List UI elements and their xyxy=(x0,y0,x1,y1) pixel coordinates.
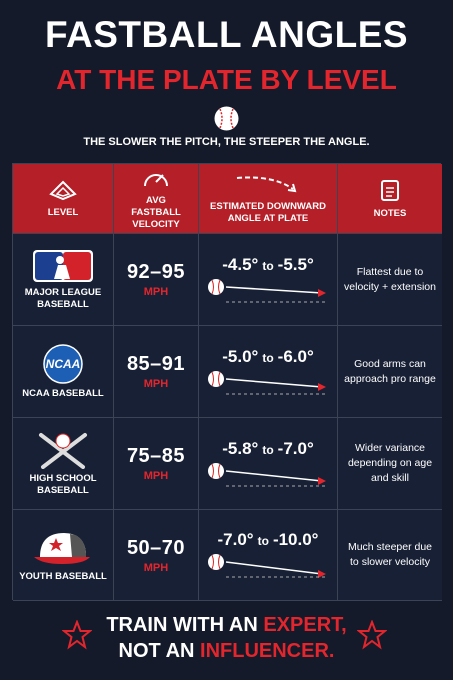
angle-to: -6.0° xyxy=(277,346,314,366)
footer-highlight: INFLUENCER. xyxy=(200,640,335,662)
velocity-cell: 50–70 MPH xyxy=(114,510,199,601)
footer-text: TRAIN WITH AN xyxy=(106,614,264,636)
angle-separator: to xyxy=(262,258,274,273)
velocity: 85–91 xyxy=(126,353,186,375)
angle-from: -7.0° xyxy=(217,530,254,549)
angle-cell: -5.8° to -7.0° xyxy=(199,418,338,510)
level-cell: HIGH SCHOOL BASEBALL xyxy=(13,418,114,510)
title: FASTBALL ANGLES xyxy=(44,14,409,55)
pitch-diagram xyxy=(208,278,326,302)
angle-from: -5.8° xyxy=(222,438,259,458)
level-cell: YOUTH BASEBALL xyxy=(13,510,114,601)
velocity-cell: 75–85 MPH xyxy=(114,418,199,510)
velocity-cell: 85–91 MPH xyxy=(114,326,199,418)
column-header: NOTES xyxy=(338,164,442,234)
unit: MPH xyxy=(143,378,169,390)
column-header: AVG FASTBALL VELOCITY xyxy=(114,164,199,234)
unit: MPH xyxy=(143,561,169,574)
angle-cell: -4.5° to -5.5° xyxy=(199,234,338,326)
unit: MPH xyxy=(143,286,169,298)
column-label: NOTES xyxy=(373,207,407,219)
baseball-icon xyxy=(214,106,239,131)
angle-from: -4.5° xyxy=(222,254,259,274)
tagline: THE SLOWER THE PITCH, THE STEEPER THE AN… xyxy=(83,136,370,148)
note: Wider variance depending on age and skil… xyxy=(347,442,433,484)
angle-cell: -5.0° to -6.0° xyxy=(199,326,338,418)
angle-separator: to xyxy=(262,442,274,457)
pitch-diagram xyxy=(208,554,326,578)
footer-text: NOT AN xyxy=(118,640,201,662)
level-name: HIGH SCHOOL BASEBALL xyxy=(29,472,97,496)
subtitle: AT THE PLATE BY LEVEL xyxy=(56,64,397,95)
notes-cell: Flattest due to velocity + extension xyxy=(338,234,442,326)
velocity: 50–70 xyxy=(126,536,186,559)
angle-separator: to xyxy=(257,534,269,548)
notes-cell: Wider variance depending on age and skil… xyxy=(338,418,442,510)
notes-cell: Good arms can approach pro range xyxy=(338,326,442,418)
column-header: ESTIMATED DOWNWARD ANGLE AT PLATE xyxy=(199,164,338,234)
pitch-diagram xyxy=(208,462,326,486)
column-label: AVG FASTBALL VELOCITY xyxy=(131,194,181,230)
level-name: MAJOR LEAGUE BASEBALL xyxy=(24,286,102,310)
comparison-table: LEVEL AVG FASTBALL VELOCITY ESTIMATED DO… xyxy=(12,163,442,601)
notes-cell: Much steeper due to slower velocity xyxy=(338,510,442,601)
footer: TRAIN WITH AN EXPERT, NOT AN INFLUENCER. xyxy=(0,612,453,664)
level-name: NCAA BASEBALL xyxy=(22,387,104,399)
note: Flattest due to velocity + extension xyxy=(344,265,436,293)
level-name: YOUTH BASEBALL xyxy=(19,571,107,582)
angle-separator: to xyxy=(262,350,274,365)
column-label: LEVEL xyxy=(47,206,79,218)
angle-from: -5.0° xyxy=(222,346,259,366)
level-cell: NCAA NCAA BASEBALL xyxy=(13,326,114,418)
level-cell: MAJOR LEAGUE BASEBALL xyxy=(13,234,114,326)
column-header: LEVEL xyxy=(13,164,114,234)
note: Good arms can approach pro range xyxy=(344,357,436,385)
logo-text: NCAA xyxy=(46,357,81,371)
angle-cell: -7.0° to -10.0° xyxy=(199,510,338,601)
unit: MPH xyxy=(143,470,169,482)
star-icon xyxy=(62,620,92,650)
column-label: ESTIMATED DOWNWARD ANGLE AT PLATE xyxy=(210,200,326,224)
angle-to: -5.5° xyxy=(277,254,314,274)
star-icon xyxy=(357,620,387,650)
velocity-cell: 92–95 MPH xyxy=(114,234,199,326)
note: Much steeper due to slower velocity xyxy=(347,541,433,568)
velocity: 92–95 xyxy=(126,261,186,283)
pitch-diagram xyxy=(208,370,326,394)
footer-highlight: EXPERT, xyxy=(263,614,347,636)
velocity: 75–85 xyxy=(126,445,186,467)
angle-to: -7.0° xyxy=(277,438,314,458)
angle-to: -10.0° xyxy=(272,530,319,549)
